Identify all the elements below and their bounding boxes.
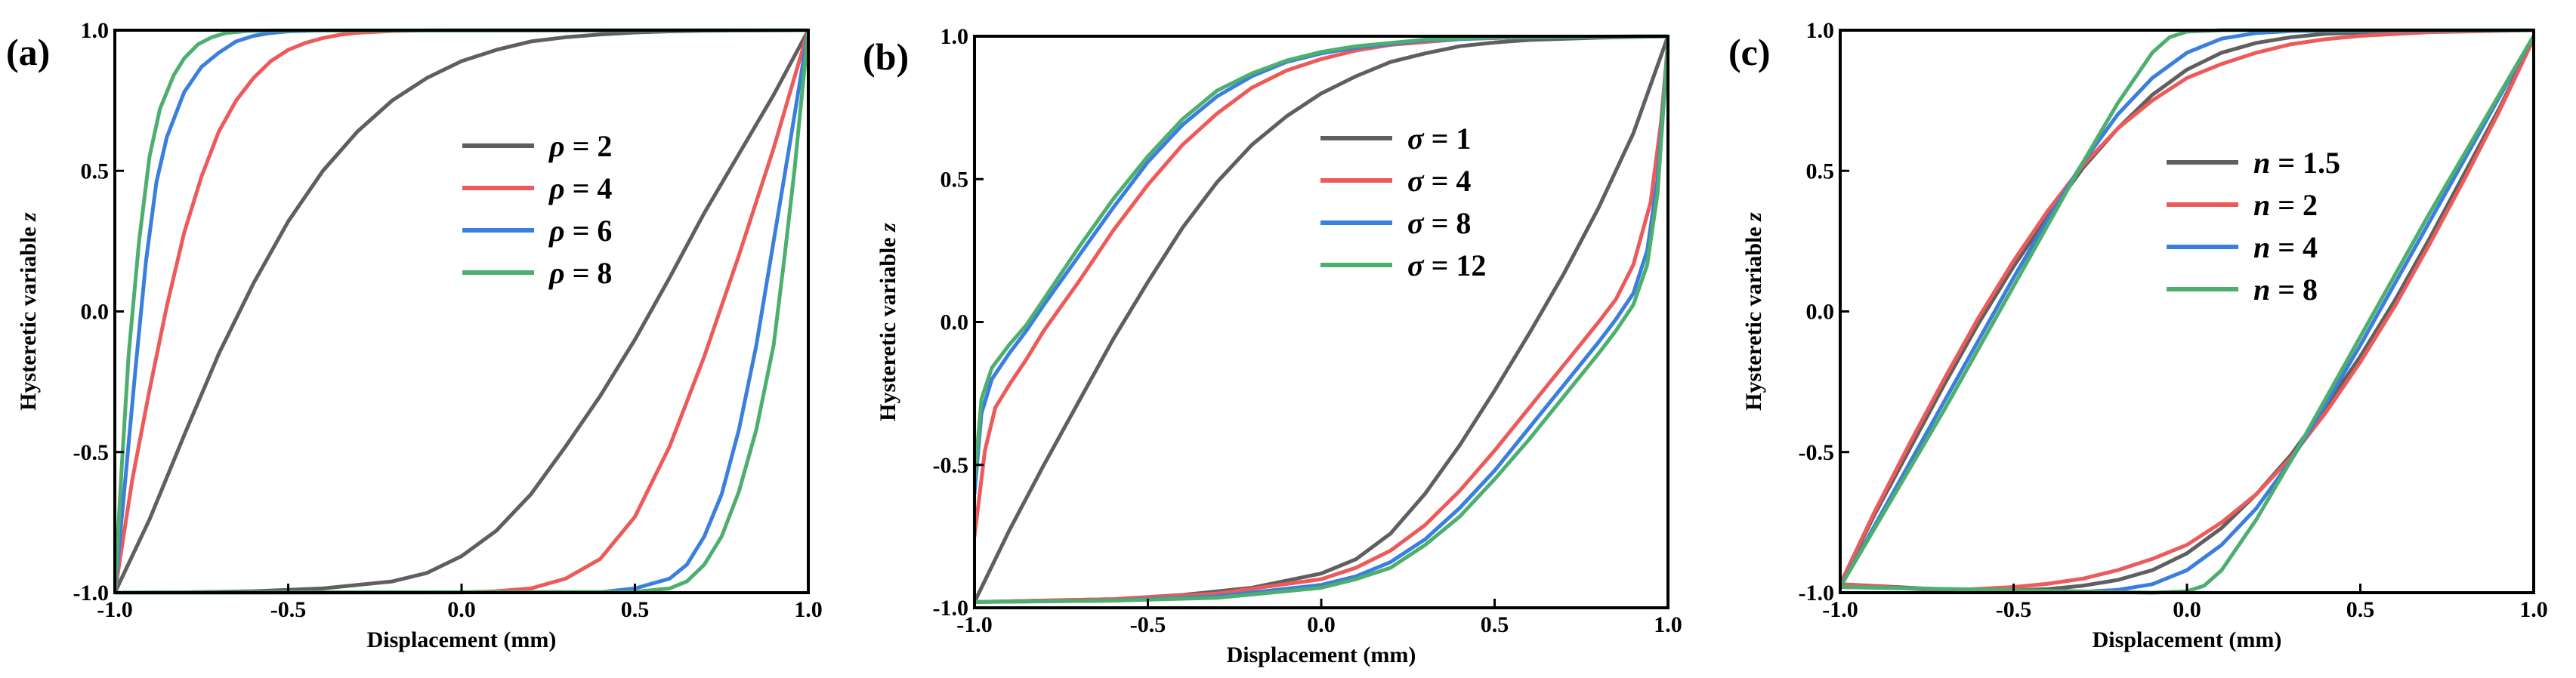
legend-label: n = 8 — [2253, 273, 2318, 307]
series-3-lower-branch — [974, 40, 1668, 604]
x-axis-title: Displacement (mm) — [2093, 627, 2282, 652]
series-1-lower-branch — [974, 34, 1668, 604]
series-4-upper-branch — [115, 28, 808, 595]
legend-label: n = 4 — [2253, 230, 2318, 264]
y-axis-title: Hysteretic variable z — [1741, 212, 1766, 411]
y-tick-label: -0.5 — [1799, 440, 1835, 465]
legend-label: σ = 4 — [1407, 164, 1471, 198]
series-2-upper-branch — [115, 28, 808, 595]
plot-area — [115, 28, 808, 595]
legend-label: σ = 12 — [1407, 248, 1486, 282]
series-2-lower-branch — [1840, 36, 2534, 593]
plot-frame — [1839, 29, 2535, 594]
x-tick-label: -1.0 — [1822, 597, 1858, 622]
y-tick-label: 1.0 — [81, 18, 110, 43]
y-tick-label: 0.5 — [81, 159, 110, 183]
x-axis-title: Displacement (mm) — [367, 627, 557, 652]
y-tick-label: -1.0 — [73, 581, 110, 606]
series-4-lower-branch — [115, 28, 808, 595]
panel-b: -1.0 -0.5 0.0 0.5 1.0 -1.0 -0.5 0.0 0.5 1.0 Displa… — [863, 24, 1682, 667]
x-tick-label: 1.0 — [2519, 597, 2548, 622]
series-1-upper-branch — [1840, 28, 2534, 587]
x-tick-label: 0.5 — [2346, 597, 2375, 622]
series-1-upper-branch — [974, 34, 1668, 604]
y-axis-title: Hysteretic variable z — [876, 223, 900, 421]
legend: ρ = 2 ρ = 4 ρ = 6 ρ = 8 — [462, 129, 612, 290]
series-3-lower-branch — [115, 28, 808, 595]
panel-a: -1.0 -0.5 0.0 0.5 1.0 -1.0 -0.5 0.0 0.5 1.0 Displa… — [6, 18, 823, 652]
legend: n = 1.5 n = 2 n = 4 n = 8 — [2167, 146, 2340, 307]
legend-label: n = 1.5 — [2253, 146, 2340, 180]
series-2-upper-branch — [1840, 28, 2534, 587]
y-tick-label: 1.0 — [1806, 18, 1835, 43]
series-1-upper-branch — [115, 28, 808, 595]
legend: σ = 1 σ = 4 σ = 8 σ = 12 — [1320, 122, 1486, 282]
panel-c: -1.0 -0.5 0.0 0.5 1.0 -1.0 -0.5 0.0 0.5 1.0 Displa… — [1728, 18, 2548, 652]
x-tick-label: 0.0 — [1307, 612, 1336, 637]
y-tick-label: -1.0 — [933, 596, 969, 621]
x-tick-label: 1.0 — [1654, 612, 1682, 637]
x-tick-label: 0.0 — [2173, 597, 2201, 622]
series-3-lower-branch — [1840, 34, 2534, 594]
y-tick-label: -0.5 — [73, 440, 110, 465]
x-tick-label: -0.5 — [1996, 597, 2032, 622]
y-tick-label: 0.0 — [941, 310, 969, 335]
panel-label: (c) — [1728, 31, 1771, 73]
plot-area — [1840, 28, 2534, 595]
series-2-lower-branch — [974, 40, 1668, 604]
y-tick-label: 0.5 — [941, 167, 969, 192]
x-tick-label: -1.0 — [97, 597, 133, 622]
series-2-lower-branch — [115, 28, 808, 595]
y-tick-label: 0.0 — [81, 300, 110, 325]
series-3-upper-branch — [1840, 28, 2534, 589]
series-1-lower-branch — [115, 28, 808, 595]
series-2-upper-branch — [974, 34, 1668, 538]
x-tick-label: -0.5 — [1130, 612, 1166, 637]
panel-label: (b) — [863, 35, 909, 78]
x-tick-label: 0.5 — [1481, 612, 1509, 637]
series-4-upper-branch — [974, 34, 1668, 482]
series-4-upper-branch — [1840, 28, 2534, 589]
legend-label: ρ = 6 — [548, 214, 612, 248]
panel-label: (a) — [6, 31, 50, 73]
y-tick-label: 0.0 — [1806, 300, 1835, 325]
legend-label: σ = 1 — [1407, 122, 1471, 156]
legend-label: ρ = 8 — [548, 256, 612, 290]
x-axis-title: Displacement (mm) — [1227, 643, 1416, 667]
series-4-lower-branch — [974, 40, 1668, 604]
x-tick-label: 1.0 — [794, 597, 823, 622]
legend-label: ρ = 2 — [548, 129, 612, 163]
legend-label: ρ = 4 — [548, 171, 612, 205]
plot-frame — [973, 35, 1669, 609]
series-1-lower-branch — [1840, 36, 2534, 593]
y-axis-title: Hysteretic variable z — [16, 212, 41, 411]
y-tick-label: 0.5 — [1806, 159, 1835, 183]
plot-frame — [113, 29, 810, 594]
series-3-upper-branch — [115, 28, 808, 595]
x-tick-label: -0.5 — [270, 597, 307, 622]
plot-area — [974, 34, 1668, 604]
y-tick-label: -1.0 — [1799, 581, 1835, 606]
y-tick-label: 1.0 — [941, 24, 969, 49]
legend-label: σ = 8 — [1407, 206, 1471, 240]
x-tick-label: -1.0 — [956, 612, 993, 637]
x-tick-label: 0.0 — [447, 597, 476, 622]
legend-label: n = 2 — [2253, 188, 2318, 222]
series-4-lower-branch — [1840, 34, 2534, 595]
x-tick-label: 0.5 — [621, 597, 650, 622]
y-tick-label: -0.5 — [933, 453, 969, 478]
